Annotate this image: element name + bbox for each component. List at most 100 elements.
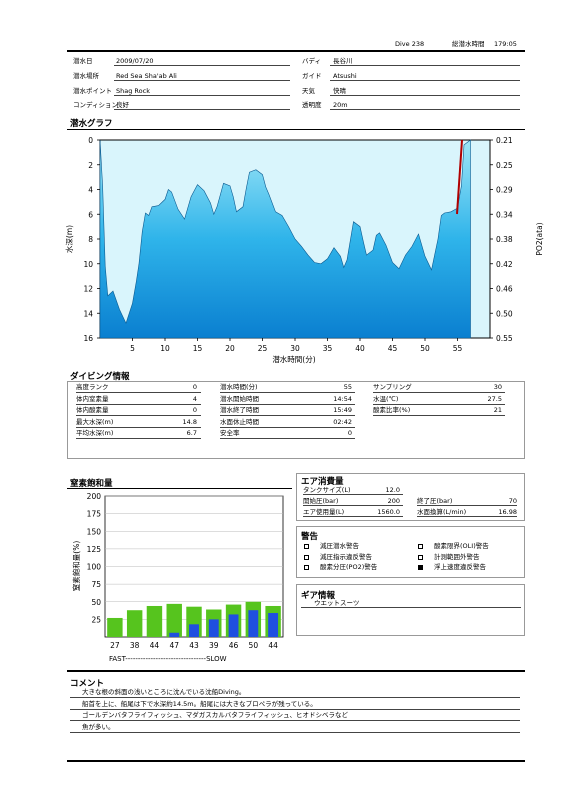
diving-info-label: 体内酸素量: [76, 406, 109, 414]
y-tick-label: 16: [83, 334, 93, 343]
y2-axis-label: PO2(ata): [535, 222, 544, 255]
diving-info-label: 水温(℃): [373, 394, 399, 403]
weather-label: 天気: [302, 87, 315, 95]
diving-info-rule: [220, 426, 355, 428]
diving-info-value: 14.8: [182, 417, 197, 426]
diving-info-label: サンプリング: [373, 383, 412, 391]
nitrogen-x-tick: 50: [249, 641, 259, 650]
x-tick-label: 10: [160, 344, 170, 353]
air-used-label: エア使用量(L): [303, 508, 345, 516]
x-tick-label: 20: [225, 344, 235, 353]
y-tick-label: 12: [83, 285, 93, 294]
warning-label: 酸素限界(OLI)警告: [434, 542, 489, 550]
diving-info-value: 15:49: [333, 406, 352, 414]
y-tick-label: 8: [88, 235, 93, 244]
diving-info-value: 0: [192, 406, 197, 414]
dive-number: Dive 238: [395, 40, 425, 48]
fast-slow-label: FAST--------------------------------SLOW: [109, 655, 227, 663]
nitrogen-x-tick: 44: [268, 641, 278, 650]
nitrogen-bar: [166, 603, 182, 637]
comment-rule: [70, 731, 520, 733]
comment-line: 魚が多い。: [82, 722, 115, 731]
condition-value: 良好: [116, 101, 129, 109]
y2-tick-label: 0.21: [496, 136, 513, 145]
tissue-bar: [268, 613, 279, 637]
diving-info-value: 0: [347, 429, 352, 437]
nitrogen-x-tick: 43: [189, 641, 199, 650]
y-tick-label: 0: [88, 136, 93, 145]
dive-graph-title: 潜水グラフ: [70, 119, 113, 129]
buddy-value: 長谷川: [333, 57, 353, 65]
diving-info-value: 30: [493, 383, 502, 391]
diving-info-label: 潜水時間(分): [220, 383, 258, 391]
visibility-value: 20m: [333, 101, 348, 109]
diving-info-rule: [76, 426, 201, 428]
tank-value: 12.0: [385, 486, 400, 494]
diving-info-rule: [76, 392, 201, 393]
diving-info-rule: [220, 403, 355, 405]
diving-info-label: 安全率: [220, 429, 240, 437]
warning-label: 浮上速度違反警告: [434, 563, 486, 571]
comment-line: ゴールデンバタフライフィッシュ、マダガスカルバタフライフィッシュ、ヒオドシベラな…: [82, 711, 348, 719]
diving-info-label: 潜水終了時間: [220, 406, 259, 414]
x-tick-label: 55: [453, 344, 463, 353]
y2-tick-label: 0.38: [496, 235, 513, 244]
tissue-bar: [169, 632, 180, 637]
tissue-bar: [189, 624, 199, 637]
nitrogen-y-tick: 175: [87, 510, 102, 519]
diving-info-rule: [220, 415, 355, 416]
x-axis-label: 潜水時間(分): [272, 354, 315, 364]
depth-profile-area: [99, 139, 471, 339]
nitrogen-y-label: 窒素飽和量(%): [71, 541, 81, 592]
comment-line: 船首を上に、船尾は下で水深約14.5m。船尾には大きなプロペラが残っている。: [82, 699, 317, 708]
y2-tick-label: 0.55: [496, 334, 513, 343]
surface-rate-value: 16.98: [498, 508, 517, 516]
tissue-bar: [208, 619, 219, 637]
location-value: Red Sea Sha'ab Ali: [116, 72, 177, 80]
y-tick-label: 6: [88, 210, 93, 219]
y2-tick-label: 0.46: [496, 285, 513, 294]
nitrogen-chart: 200 175 150 125 100 75 50 25 27 38 44 47 43 39 46 50 44…: [71, 492, 284, 663]
nitrogen-y-tick: 25: [91, 615, 101, 624]
point-value: Shag Rock: [116, 87, 150, 95]
diving-info-rule: [373, 392, 505, 393]
point-label: 潜水ポイント: [73, 87, 112, 95]
warning-label: 酸素分圧(PO2)警告: [320, 563, 378, 571]
x-tick-label: 40: [355, 344, 365, 353]
air-title: エア消費量: [301, 477, 344, 487]
header-rule: [67, 50, 525, 52]
y2-tick-label: 0.25: [496, 161, 513, 170]
tank-label: タンクサイズ(L): [303, 486, 351, 494]
diving-info-rule: [76, 438, 201, 439]
nitrogen-bar: [107, 617, 123, 637]
warning-checkbox: [418, 554, 423, 560]
guide-value: Atsushi: [333, 72, 357, 80]
diving-info-value: 21: [493, 406, 502, 414]
guide-label: ガイド: [302, 72, 322, 80]
diving-info-value: 27.5: [487, 394, 502, 403]
nitrogen-x-tick: 46: [229, 641, 239, 650]
date-value: 2009/07/20: [116, 57, 154, 65]
y2-tick-label: 0.29: [496, 186, 513, 195]
nitrogen-bar: [126, 610, 143, 637]
x-tick-label: 15: [193, 344, 203, 353]
warnings-panel: [296, 526, 525, 578]
y-axis-label: 水深(m): [64, 225, 74, 253]
date-label: 潜水日: [73, 57, 93, 65]
warning-checkbox: [304, 544, 309, 549]
x-tick-label: 30: [290, 344, 300, 353]
y2-tick-label: 0.50: [496, 309, 513, 318]
diving-info-label: 水面休止時間: [220, 417, 259, 426]
start-pressure-value: 200: [387, 497, 400, 505]
nitrogen-bar: [146, 605, 163, 637]
diving-info-label: 潜水開始時間: [220, 394, 259, 403]
tissue-bar: [248, 610, 259, 637]
y2-tick-label: 0.42: [496, 260, 513, 269]
diving-info-value: 0: [192, 383, 197, 391]
diving-info-value: 02:42: [333, 417, 352, 426]
nitrogen-y-tick: 75: [91, 580, 101, 589]
diving-info-panel: [67, 381, 525, 459]
end-pressure-label: 終了圧(bar): [417, 497, 453, 505]
diving-info-title: ダイビング情報: [70, 372, 130, 382]
diving-info-rule: [220, 392, 355, 393]
